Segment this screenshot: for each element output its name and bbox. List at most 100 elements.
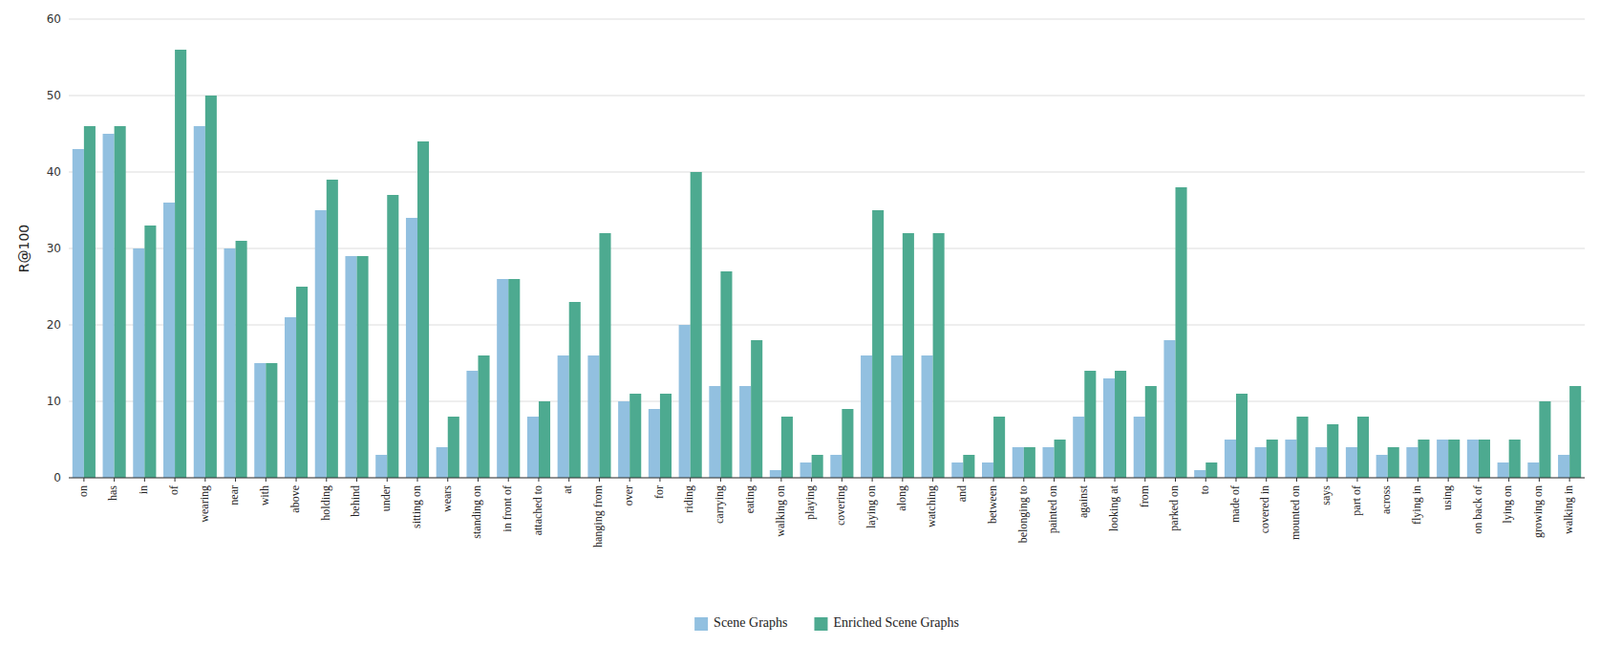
bar bbox=[598, 233, 611, 478]
bar bbox=[344, 256, 357, 478]
legend-label: Scene Graphs bbox=[713, 615, 788, 630]
x-tick bbox=[720, 477, 722, 482]
bar bbox=[326, 179, 339, 478]
bars bbox=[72, 49, 1581, 478]
x-tick bbox=[508, 477, 510, 482]
x-tick bbox=[356, 477, 358, 482]
grid-line bbox=[68, 248, 1585, 250]
x-tick bbox=[1417, 477, 1419, 482]
bar bbox=[891, 355, 903, 478]
x-tick-label: hanging from bbox=[591, 484, 605, 548]
x-tick bbox=[872, 477, 874, 482]
bar bbox=[436, 447, 448, 478]
x-tick bbox=[1023, 477, 1024, 482]
bar bbox=[1357, 416, 1369, 478]
x-tick-label: covering bbox=[833, 485, 848, 526]
x-tick-label: against bbox=[1076, 484, 1090, 518]
x-tick bbox=[174, 477, 176, 482]
x-tick-label: behind bbox=[348, 485, 363, 517]
x-tick-label: belonging to bbox=[1016, 485, 1030, 543]
bar bbox=[951, 462, 963, 478]
x-tick bbox=[1265, 477, 1267, 482]
bar bbox=[1205, 462, 1217, 478]
bar bbox=[284, 317, 297, 478]
x-tick bbox=[901, 477, 903, 482]
bar bbox=[841, 408, 854, 478]
bar bbox=[629, 393, 641, 478]
bar bbox=[254, 362, 266, 478]
bar bbox=[1345, 447, 1358, 478]
bar bbox=[690, 171, 703, 478]
legend-swatch bbox=[813, 617, 828, 631]
bar bbox=[1224, 439, 1237, 478]
bar bbox=[1326, 424, 1339, 478]
x-tick-label: watching bbox=[924, 485, 939, 528]
legend-label: Enriched Scene Graphs bbox=[832, 615, 959, 630]
bar bbox=[1194, 469, 1206, 478]
x-tick bbox=[962, 477, 964, 482]
x-tick-label: walking on bbox=[773, 485, 788, 537]
x-tick-label: wears bbox=[440, 485, 454, 512]
y-tick-label: 20 bbox=[46, 318, 62, 332]
x-tick-label: under bbox=[379, 485, 393, 512]
bar bbox=[1175, 187, 1188, 478]
y-tick-label: 0 bbox=[53, 470, 62, 485]
x-tick-label: from bbox=[1137, 484, 1152, 508]
bar bbox=[1557, 454, 1570, 478]
bar bbox=[1296, 416, 1308, 478]
bar bbox=[224, 248, 236, 478]
bar bbox=[902, 233, 915, 478]
bar bbox=[538, 401, 551, 478]
bar bbox=[1133, 416, 1146, 478]
bar bbox=[466, 370, 478, 478]
x-tick-label: covered in bbox=[1258, 485, 1272, 534]
x-tick bbox=[841, 477, 843, 482]
x-tick bbox=[1569, 477, 1571, 482]
x-tick-label: near bbox=[227, 485, 241, 506]
bar bbox=[1569, 385, 1581, 478]
bar bbox=[800, 462, 812, 478]
x-tick bbox=[629, 477, 631, 482]
x-tick-label: of bbox=[167, 485, 181, 495]
grid bbox=[68, 19, 1585, 478]
x-tick-label: and bbox=[955, 485, 969, 502]
grid-line bbox=[68, 171, 1585, 173]
x-tick bbox=[234, 477, 236, 482]
bar bbox=[720, 271, 732, 478]
grid-line bbox=[68, 95, 1585, 97]
x-tick bbox=[113, 477, 115, 482]
x-tick bbox=[598, 477, 600, 482]
legend: Scene Graphs Enriched Scene Graphs bbox=[694, 615, 960, 631]
bar bbox=[1527, 462, 1539, 478]
y-tick-label: 30 bbox=[46, 241, 62, 256]
x-tick bbox=[1508, 477, 1510, 482]
bar bbox=[1163, 340, 1175, 478]
x-tick bbox=[1205, 477, 1207, 482]
bar bbox=[933, 233, 945, 478]
x-tick bbox=[810, 477, 812, 482]
bar bbox=[1103, 378, 1115, 478]
bar bbox=[1436, 439, 1449, 478]
bar bbox=[1072, 416, 1085, 478]
bar bbox=[750, 340, 763, 478]
x-tick-label: laying on bbox=[864, 485, 878, 529]
bar bbox=[477, 355, 490, 478]
y-tick-label: 10 bbox=[46, 394, 62, 408]
bar bbox=[708, 385, 721, 478]
legend-item: Scene Graphs bbox=[694, 615, 788, 631]
x-tick bbox=[568, 477, 570, 482]
x-tick-label: in bbox=[136, 485, 150, 494]
bar bbox=[174, 49, 187, 478]
x-tick bbox=[296, 477, 298, 482]
bar bbox=[872, 210, 884, 478]
bar bbox=[1509, 439, 1521, 478]
x-tick bbox=[689, 477, 691, 482]
bar bbox=[648, 408, 661, 478]
bar bbox=[496, 278, 509, 478]
grid-line bbox=[68, 19, 1585, 21]
x-tick bbox=[1386, 477, 1388, 482]
x-tick-label: riding bbox=[682, 485, 696, 513]
bar bbox=[386, 194, 399, 478]
bar bbox=[1315, 447, 1327, 478]
x-tick-label: flying in bbox=[1409, 485, 1424, 525]
